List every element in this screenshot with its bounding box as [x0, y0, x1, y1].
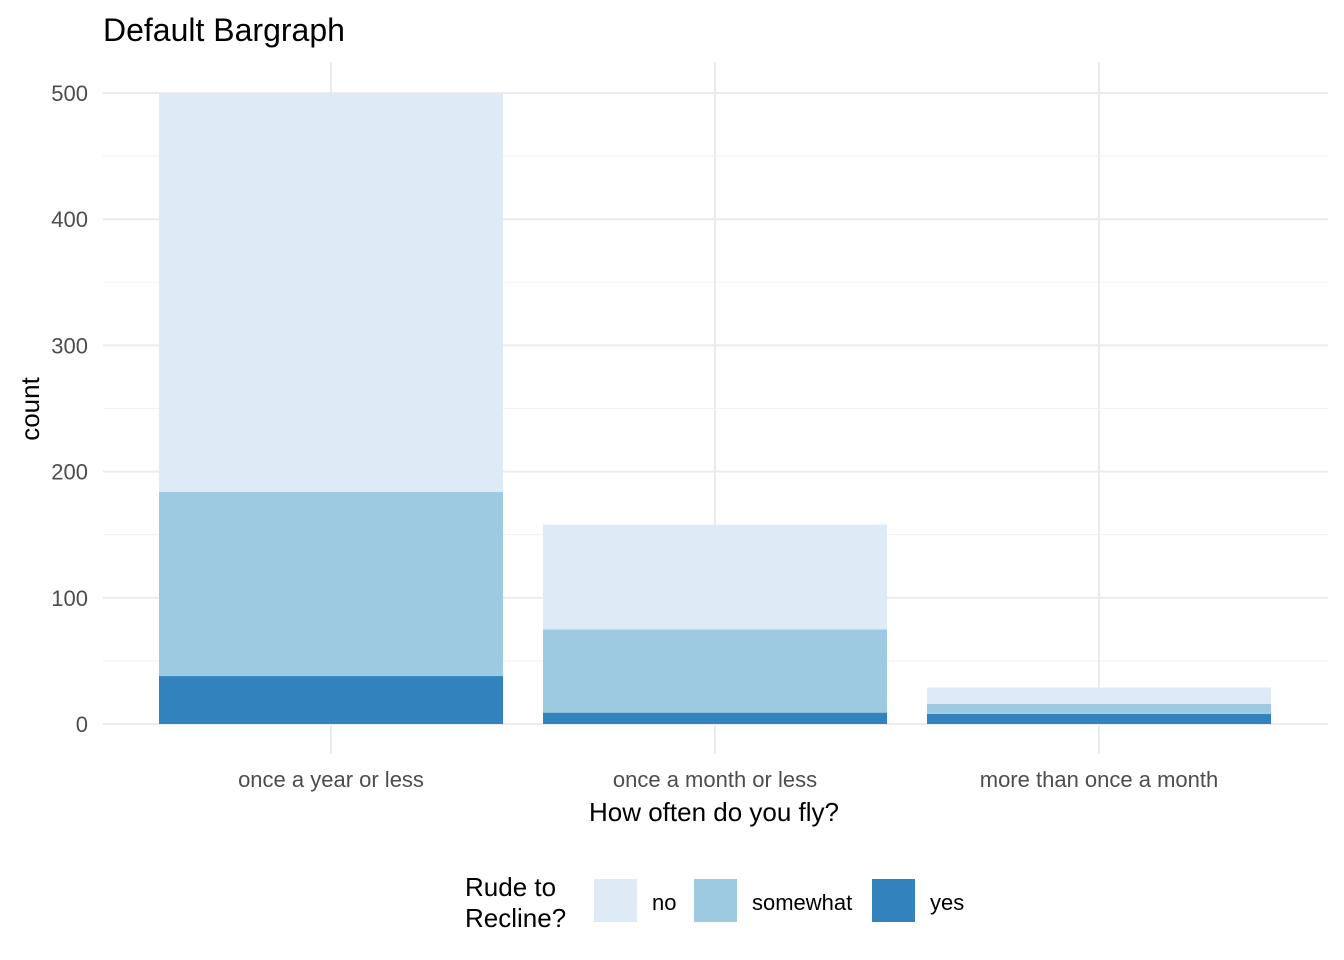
legend-items: no somewhat yes [594, 879, 964, 922]
legend: Rude to Recline? no somewhat yes [465, 872, 964, 933]
bar-segment-no [927, 687, 1271, 704]
legend-title: Rude to Recline? [465, 872, 566, 933]
x-tick-label: once a year or less [238, 767, 424, 792]
legend-label-yes: yes [930, 890, 964, 915]
y-axis-label: count [15, 376, 45, 440]
y-axis: 0 100 200 300 400 500 [51, 81, 88, 737]
y-tick-label: 200 [51, 460, 88, 485]
bar-segment-somewhat [159, 491, 503, 677]
y-tick-label: 300 [51, 333, 88, 358]
legend-key-yes [872, 879, 915, 922]
bars-layer [159, 93, 1271, 724]
legend-label-somewhat: somewhat [752, 890, 852, 915]
y-tick-label: 500 [51, 81, 88, 106]
bar-segment-no [159, 93, 503, 492]
bar-segment-yes [543, 712, 887, 724]
bar-segment-yes [927, 713, 1271, 724]
bar-segment-somewhat [543, 629, 887, 713]
bar-segment-yes [159, 676, 503, 724]
bar-segment-no [543, 524, 887, 630]
y-tick-label: 0 [76, 712, 88, 737]
x-axis: once a year or less once a month or less m… [238, 767, 1218, 792]
legend-key-somewhat [694, 879, 737, 922]
legend-key-no [594, 879, 637, 922]
y-tick-label: 400 [51, 207, 88, 232]
x-tick-label: more than once a month [980, 767, 1218, 792]
y-tick-label: 100 [51, 586, 88, 611]
x-tick-label: once a month or less [613, 767, 817, 792]
x-axis-label: How often do you fly? [589, 797, 839, 827]
legend-label-no: no [652, 890, 676, 915]
legend-title-line-1: Rude to [465, 872, 556, 902]
bar-segment-somewhat [927, 703, 1271, 714]
chart-title: Default Bargraph [103, 12, 345, 48]
legend-title-line-2: Recline? [465, 903, 566, 933]
